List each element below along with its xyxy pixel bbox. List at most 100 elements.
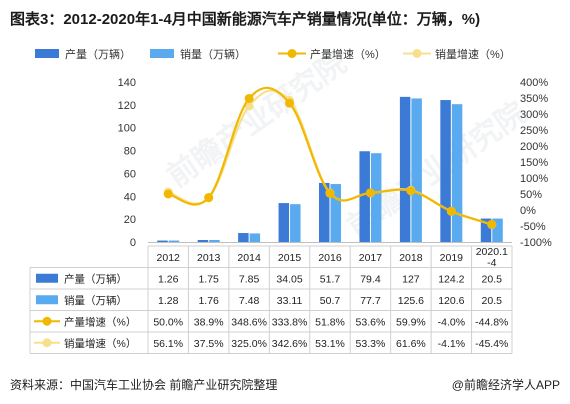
x-tick-label: 2015 (278, 252, 302, 264)
page-title: 图表3：2012-2020年1-4月中国新能源汽车产销量情况(单位：万辆，%) (10, 11, 481, 28)
production-bar (480, 218, 492, 242)
right-tick-label: 250% (520, 125, 548, 137)
source-note: 资料来源：中国汽车工业协会 前瞻产业研究院整理 (10, 378, 278, 392)
production-growth-point (487, 219, 497, 229)
left-tick-label: 140 (118, 77, 136, 89)
production-bar (157, 240, 168, 242)
right-tick-label: -100% (520, 237, 552, 249)
table-cell: 79.4 (360, 273, 381, 285)
x-tick-label: 2018 (399, 252, 423, 264)
table-cell: 7.85 (239, 273, 260, 285)
production-bar (319, 182, 330, 242)
chart-legend: 产量（万辆） 销量（万辆） 产量增速（%） 销量增速（%） (35, 47, 511, 61)
sales-bar (330, 184, 341, 242)
x-tick-label: 2016 (318, 252, 342, 264)
production-bar (399, 96, 411, 242)
table-row-label: 产量增速（%） (64, 315, 136, 328)
left-tick-label: 80 (124, 146, 136, 158)
table-cell: 20.5 (482, 295, 503, 307)
table-cell: 127 (402, 273, 420, 285)
left-tick-label: 20 (124, 214, 136, 226)
production-growth-point (325, 188, 335, 198)
table-cell: 53.1% (315, 338, 345, 350)
sales-bar (370, 153, 382, 242)
table-cell: 50.7 (320, 295, 341, 307)
table-cell: 38.9% (194, 316, 224, 328)
sales-bar (290, 204, 301, 242)
legend-swatch (150, 49, 174, 58)
data-table: 2012 2013 2014 2015 2016 2017 2018 2019 2020.1-4… (29, 245, 513, 354)
right-tick-label: 300% (520, 109, 548, 121)
legend-label: 产量（万辆） (65, 47, 131, 61)
x-tick-label: 2017 (359, 252, 383, 264)
table-cell: 59.9% (396, 316, 426, 328)
table-cell: 34.05 (276, 273, 302, 285)
legend-swatch (35, 49, 59, 58)
right-tick-label: 150% (520, 157, 548, 169)
production-bar (359, 151, 370, 242)
table-cell: 325.0% (231, 338, 267, 350)
table-cell: 56.1% (153, 338, 183, 350)
production-bar (238, 233, 249, 242)
table-cell: 51.7 (320, 273, 341, 285)
x-tick-label: 2014 (237, 252, 261, 264)
right-tick-label: 400% (520, 77, 548, 89)
production-bar (197, 240, 209, 242)
table-cell: 342.6% (272, 338, 308, 350)
right-tick-label: 0% (520, 205, 536, 217)
x-tick-label: 2013 (197, 252, 221, 264)
left-tick-label: 40 (124, 191, 136, 203)
right-tick-label: 200% (520, 141, 548, 153)
table-swatch (36, 273, 58, 283)
x-tick-label: -4 (487, 257, 496, 269)
table-cell: -4.0% (438, 316, 465, 328)
sales-bar (249, 233, 261, 242)
table-cell: 125.6 (398, 295, 424, 307)
legend-label: 产量增速（%） (310, 47, 386, 61)
table-cell: 7.48 (239, 295, 260, 307)
table-cell: 348.6% (231, 316, 267, 328)
table-cell: 120.6 (438, 295, 464, 307)
table-marker (42, 316, 52, 326)
legend-marker (412, 49, 422, 58)
brand-note: @前瞻经济学人APP (451, 378, 560, 392)
table-cell: 61.6% (396, 338, 426, 350)
production-growth-point (204, 193, 214, 203)
right-axis: -100% -50% 0% 50% 100% 150% 200% 250% 300% 350% 40… (520, 77, 552, 249)
table-row-label: 销量增速（%） (64, 337, 136, 350)
table-cell: -45.4% (475, 338, 508, 350)
table-cell: 20.5 (482, 273, 503, 285)
table-cell: -4.1% (438, 338, 465, 350)
left-tick-label: 60 (124, 168, 136, 180)
line-group (163, 86, 497, 230)
production-growth-point (244, 93, 254, 103)
table-cell: -44.8% (475, 316, 508, 328)
right-tick-label: 50% (520, 189, 542, 201)
sales-growth-point (244, 101, 254, 111)
production-growth-point (163, 189, 173, 199)
table-cell: 333.8% (272, 316, 308, 328)
x-tick-label: 2020.1 (476, 246, 508, 258)
production-growth-point (446, 206, 456, 216)
table-marker (42, 338, 52, 348)
right-tick-label: 350% (520, 93, 548, 105)
production-bar (440, 100, 451, 242)
legend-marker (287, 49, 297, 58)
production-growth-point (285, 98, 295, 108)
table-cell: 37.5% (194, 338, 224, 350)
table-cell: 1.76 (198, 295, 219, 307)
x-tick-label: 2012 (157, 252, 181, 264)
right-tick-label: 100% (520, 173, 548, 185)
sales-bar (209, 239, 220, 242)
table-cell: 53.6% (356, 316, 386, 328)
sales-bar (168, 240, 180, 242)
table-cell: 51.8% (315, 316, 345, 328)
left-axis: 0 20 40 60 80 100 120 140 (118, 77, 136, 249)
left-tick-label: 100 (118, 123, 136, 135)
sales-bar (451, 104, 463, 243)
table-cell: 124.2 (438, 273, 464, 285)
table-cell: 1.26 (158, 273, 179, 285)
production-growth-line (167, 86, 493, 226)
table-cell: 1.75 (198, 273, 219, 285)
